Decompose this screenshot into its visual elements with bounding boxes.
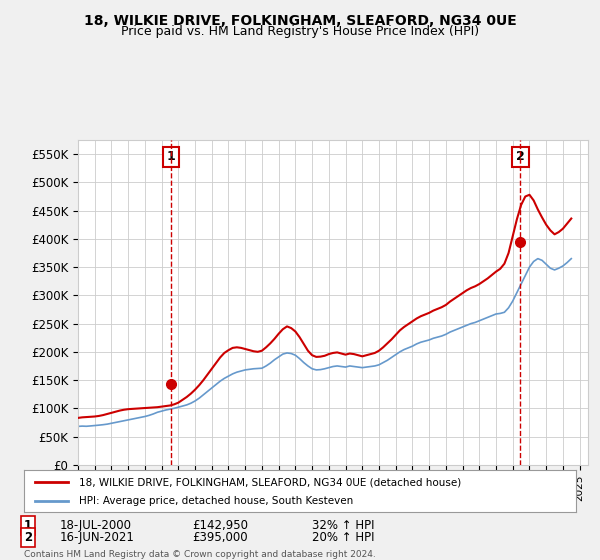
Text: 18, WILKIE DRIVE, FOLKINGHAM, SLEAFORD, NG34 0UE: 18, WILKIE DRIVE, FOLKINGHAM, SLEAFORD, … — [83, 14, 517, 28]
Text: 1: 1 — [24, 519, 32, 532]
Text: HPI: Average price, detached house, South Kesteven: HPI: Average price, detached house, Sout… — [79, 496, 353, 506]
Text: £142,950: £142,950 — [192, 519, 248, 532]
Text: 20% ↑ HPI: 20% ↑ HPI — [312, 531, 374, 544]
Text: Price paid vs. HM Land Registry's House Price Index (HPI): Price paid vs. HM Land Registry's House … — [121, 25, 479, 38]
Text: Contains HM Land Registry data © Crown copyright and database right 2024.
This d: Contains HM Land Registry data © Crown c… — [24, 550, 376, 560]
Text: 1: 1 — [166, 151, 175, 164]
Text: 18, WILKIE DRIVE, FOLKINGHAM, SLEAFORD, NG34 0UE (detached house): 18, WILKIE DRIVE, FOLKINGHAM, SLEAFORD, … — [79, 477, 461, 487]
Text: 18-JUL-2000: 18-JUL-2000 — [60, 519, 132, 532]
Text: 2: 2 — [24, 531, 32, 544]
Text: £395,000: £395,000 — [192, 531, 248, 544]
Text: 32% ↑ HPI: 32% ↑ HPI — [312, 519, 374, 532]
Text: 2: 2 — [516, 151, 525, 164]
Text: 16-JUN-2021: 16-JUN-2021 — [60, 531, 135, 544]
